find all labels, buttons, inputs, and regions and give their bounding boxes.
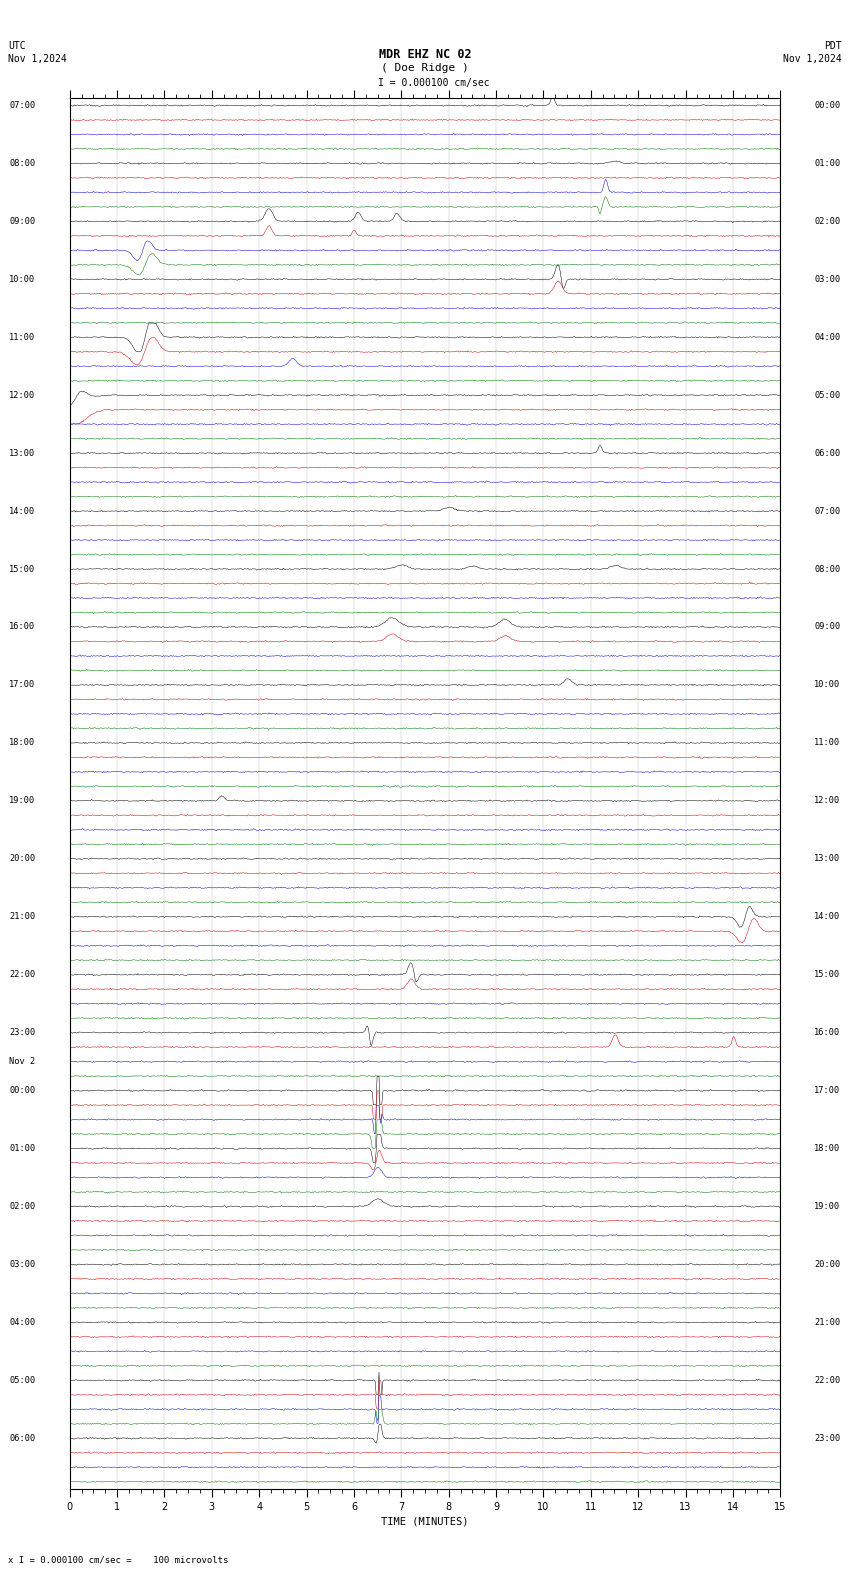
Text: 12:00: 12:00 — [814, 797, 841, 805]
Text: 16:00: 16:00 — [814, 1028, 841, 1038]
Text: 21:00: 21:00 — [814, 1318, 841, 1327]
Text: 01:00: 01:00 — [9, 1144, 36, 1153]
Text: 09:00: 09:00 — [814, 623, 841, 632]
Text: 01:00: 01:00 — [814, 158, 841, 168]
Text: 19:00: 19:00 — [814, 1202, 841, 1210]
Text: 14:00: 14:00 — [9, 507, 36, 515]
Text: 17:00: 17:00 — [814, 1087, 841, 1095]
Text: 22:00: 22:00 — [814, 1376, 841, 1384]
Text: 08:00: 08:00 — [9, 158, 36, 168]
Text: 08:00: 08:00 — [814, 564, 841, 573]
Text: Nov 1,2024: Nov 1,2024 — [783, 54, 842, 63]
Text: 00:00: 00:00 — [9, 1087, 36, 1095]
Text: 17:00: 17:00 — [9, 681, 36, 689]
Text: 13:00: 13:00 — [9, 448, 36, 458]
Text: 06:00: 06:00 — [814, 448, 841, 458]
Text: 07:00: 07:00 — [814, 507, 841, 515]
Text: I = 0.000100 cm/sec: I = 0.000100 cm/sec — [378, 78, 490, 87]
Text: 12:00: 12:00 — [9, 391, 36, 399]
Text: ( Doe Ridge ): ( Doe Ridge ) — [381, 63, 469, 73]
Text: 00:00: 00:00 — [814, 101, 841, 109]
Text: 06:00: 06:00 — [9, 1434, 36, 1443]
Text: 02:00: 02:00 — [814, 217, 841, 227]
Text: 21:00: 21:00 — [9, 912, 36, 922]
Text: 11:00: 11:00 — [814, 738, 841, 748]
Text: 04:00: 04:00 — [814, 333, 841, 342]
Text: 16:00: 16:00 — [9, 623, 36, 632]
Text: 05:00: 05:00 — [9, 1376, 36, 1384]
Text: MDR EHZ NC 02: MDR EHZ NC 02 — [379, 48, 471, 60]
Text: 15:00: 15:00 — [814, 969, 841, 979]
Text: UTC: UTC — [8, 41, 26, 51]
Text: Nov 2: Nov 2 — [9, 1057, 36, 1066]
Text: 19:00: 19:00 — [9, 797, 36, 805]
Text: PDT: PDT — [824, 41, 842, 51]
Text: 22:00: 22:00 — [9, 969, 36, 979]
Text: 13:00: 13:00 — [814, 854, 841, 863]
Text: 05:00: 05:00 — [814, 391, 841, 399]
Text: 14:00: 14:00 — [814, 912, 841, 922]
Text: 07:00: 07:00 — [9, 101, 36, 109]
Text: 04:00: 04:00 — [9, 1318, 36, 1327]
Text: 03:00: 03:00 — [9, 1259, 36, 1269]
Text: 18:00: 18:00 — [814, 1144, 841, 1153]
Text: 23:00: 23:00 — [814, 1434, 841, 1443]
Text: 18:00: 18:00 — [9, 738, 36, 748]
Text: 15:00: 15:00 — [9, 564, 36, 573]
Text: 10:00: 10:00 — [814, 681, 841, 689]
Text: 11:00: 11:00 — [9, 333, 36, 342]
Text: 20:00: 20:00 — [814, 1259, 841, 1269]
Text: Nov 1,2024: Nov 1,2024 — [8, 54, 67, 63]
Text: 20:00: 20:00 — [9, 854, 36, 863]
Text: 02:00: 02:00 — [9, 1202, 36, 1210]
Text: 09:00: 09:00 — [9, 217, 36, 227]
X-axis label: TIME (MINUTES): TIME (MINUTES) — [382, 1516, 468, 1527]
Text: 03:00: 03:00 — [814, 274, 841, 284]
Text: x I = 0.000100 cm/sec =    100 microvolts: x I = 0.000100 cm/sec = 100 microvolts — [8, 1555, 229, 1565]
Text: 10:00: 10:00 — [9, 274, 36, 284]
Text: 23:00: 23:00 — [9, 1028, 36, 1038]
